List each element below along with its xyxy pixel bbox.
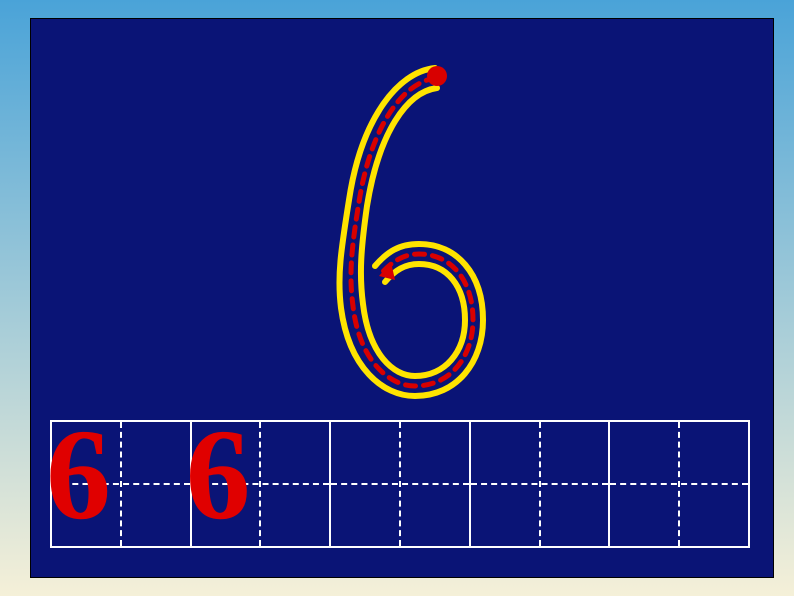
practice-digit: 6 [186, 410, 251, 540]
practice-cell [331, 422, 471, 546]
digit-6-outline [287, 50, 507, 410]
practice-cell [471, 422, 611, 546]
practice-digit: 6 [46, 410, 111, 540]
practice-cell: 6 [52, 422, 192, 546]
main-digit-figure [287, 50, 507, 415]
practice-grid: 66 [50, 420, 750, 548]
practice-cell [610, 422, 748, 546]
practice-cell: 6 [192, 422, 332, 546]
